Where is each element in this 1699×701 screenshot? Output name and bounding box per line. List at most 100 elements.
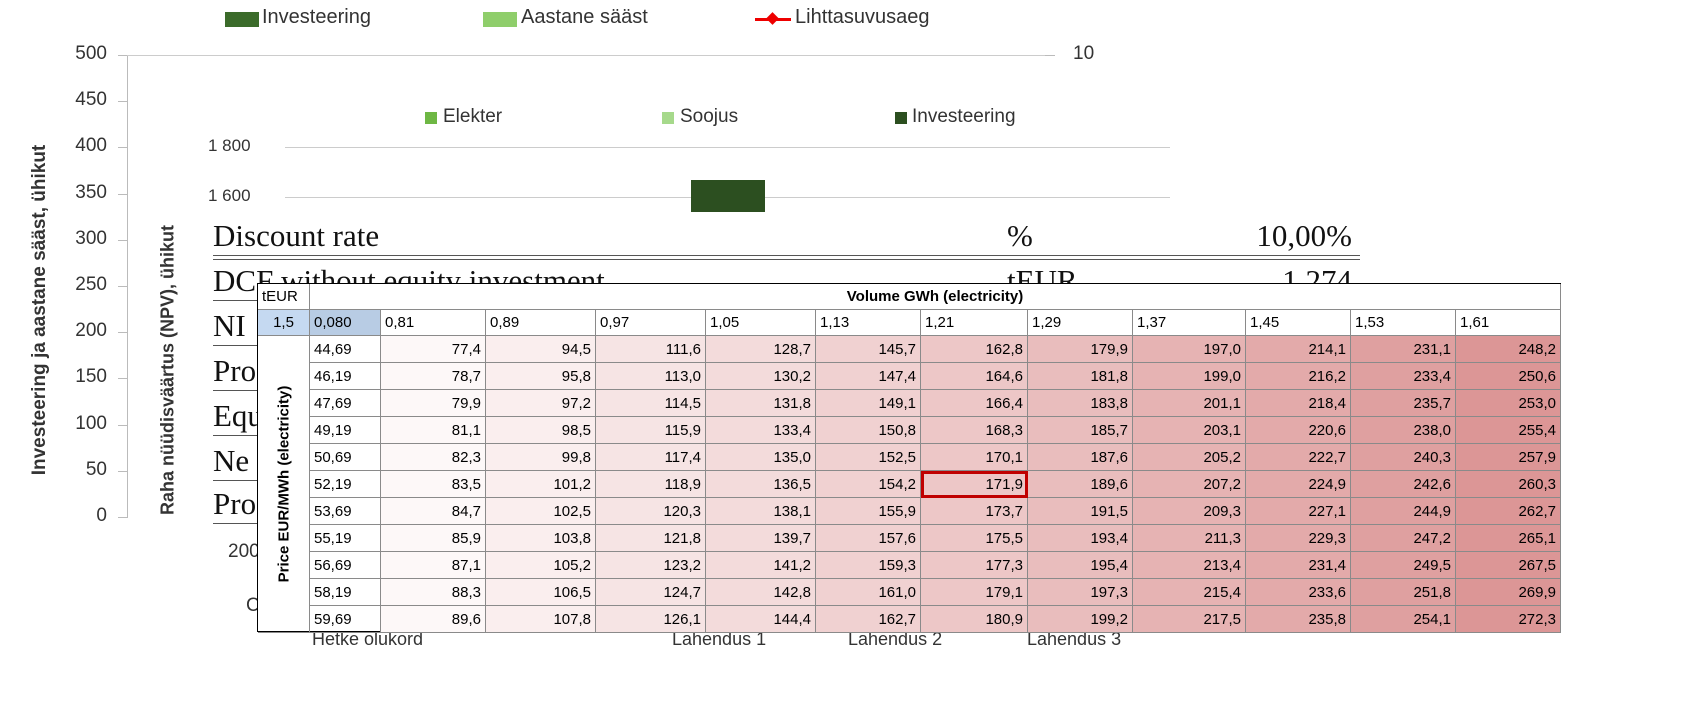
- value-cell: 233,4: [1351, 363, 1456, 390]
- y2-tick: [1045, 55, 1055, 56]
- value-cell: 255,4: [1456, 417, 1561, 444]
- value-cell: 179,1: [921, 579, 1028, 606]
- y-tick-label: 450: [75, 89, 107, 111]
- fragment: 200: [228, 541, 260, 562]
- underline: [213, 259, 1360, 260]
- value-cell: 115,9: [596, 417, 706, 444]
- grid-line: [285, 147, 1170, 148]
- value-cell: 177,3: [921, 552, 1028, 579]
- value-cell: 111,6: [596, 336, 706, 363]
- legend-marker: [766, 12, 779, 25]
- y-axis-label: Investeering ja aastane sääst, ühikut: [29, 144, 50, 476]
- value-cell: 130,2: [706, 363, 816, 390]
- x-tick-label: Lahendus 2: [848, 629, 943, 649]
- value-cell: 240,3: [1351, 444, 1456, 471]
- summary-label: Pro: [213, 486, 257, 521]
- value-cell: 94,5: [486, 336, 596, 363]
- y2-tick-label: 10: [1073, 43, 1095, 64]
- value-cell: 249,5: [1351, 552, 1456, 579]
- column-title: Volume GWh (electricity): [310, 284, 1561, 310]
- row-title-text: Price EUR/MWh (electricity): [275, 385, 292, 583]
- price: 47,69: [310, 390, 381, 417]
- legend-label: Investeering: [912, 106, 1016, 127]
- value-cell: 222,7: [1246, 444, 1351, 471]
- value-cell: 128,7: [706, 336, 816, 363]
- value-cell: 209,3: [1133, 498, 1246, 525]
- value-cell: 118,9: [596, 471, 706, 498]
- price: 44,69: [310, 336, 381, 363]
- value-cell: 123,2: [596, 552, 706, 579]
- value-cell: 244,9: [1351, 498, 1456, 525]
- value-cell: 235,7: [1351, 390, 1456, 417]
- value-cell: 217,5: [1133, 606, 1246, 633]
- column-header: 0,81: [381, 310, 486, 336]
- value-cell: 214,1: [1246, 336, 1351, 363]
- value-cell: 144,4: [706, 606, 816, 633]
- value-cell: 201,1: [1133, 390, 1246, 417]
- column-header: 1,05: [706, 310, 816, 336]
- value-cell: 103,8: [486, 525, 596, 552]
- value-cell: 126,1: [596, 606, 706, 633]
- value-cell: 267,5: [1456, 552, 1561, 579]
- tick-mark: [118, 332, 127, 334]
- value-cell: 269,9: [1456, 579, 1561, 606]
- x-tick-label: Lahendus 3: [1027, 629, 1122, 649]
- value-cell: 189,6: [1028, 471, 1133, 498]
- summary-value: 10,00%: [1256, 218, 1352, 253]
- price: 49,19: [310, 417, 381, 444]
- tick-mark: [118, 424, 127, 426]
- y-axis-label: Raha nüüdisväärtus (NPV), ühikut: [157, 224, 178, 516]
- value-cell: 77,4: [381, 336, 486, 363]
- value-cell: 147,4: [816, 363, 921, 390]
- price: 56,69: [310, 552, 381, 579]
- legend-swatch: [483, 12, 517, 27]
- legend-swatch: [895, 112, 907, 124]
- value-cell: 175,5: [921, 525, 1028, 552]
- price: 59,69: [310, 606, 381, 633]
- summary-unit: %: [1007, 218, 1033, 253]
- value-cell: 79,9: [381, 390, 486, 417]
- value-cell: 211,3: [1133, 525, 1246, 552]
- y-tick-label: 200: [75, 320, 107, 342]
- value-cell: 78,7: [381, 363, 486, 390]
- tick-mark: [118, 470, 127, 472]
- legend-swatch: [225, 12, 259, 27]
- value-cell: 142,8: [706, 579, 816, 606]
- value-cell: 248,2: [1456, 336, 1561, 363]
- value-cell: 113,0: [596, 363, 706, 390]
- value-cell: 213,4: [1133, 552, 1246, 579]
- value-cell: 272,3: [1456, 606, 1561, 633]
- value-cell: 229,3: [1246, 525, 1351, 552]
- underline: [213, 255, 1360, 256]
- value-cell: 171,9: [921, 471, 1028, 498]
- value-cell: 139,7: [706, 525, 816, 552]
- value-cell: 84,7: [381, 498, 486, 525]
- value-cell: 187,6: [1028, 444, 1133, 471]
- price: 58,19: [310, 579, 381, 606]
- value-cell: 85,9: [381, 525, 486, 552]
- value-cell: 247,2: [1351, 525, 1456, 552]
- column-header: 1,29: [1028, 310, 1133, 336]
- column-header: 1,21: [921, 310, 1028, 336]
- value-cell: 98,5: [486, 417, 596, 444]
- value-cell: 216,2: [1246, 363, 1351, 390]
- y-tick-label: 1 800: [208, 136, 251, 155]
- value-cell: 242,6: [1351, 471, 1456, 498]
- tick-mark: [118, 239, 127, 241]
- y-axis: [127, 55, 128, 518]
- value-cell: 220,6: [1246, 417, 1351, 444]
- corner: 0,080: [310, 310, 381, 336]
- value-cell: 135,0: [706, 444, 816, 471]
- y-tick-label: 350: [75, 181, 107, 203]
- value-cell: 161,0: [816, 579, 921, 606]
- legend-label: Soojus: [680, 106, 739, 127]
- tick-mark: [118, 517, 127, 518]
- value-cell: 121,8: [596, 525, 706, 552]
- value-cell: 231,1: [1351, 336, 1456, 363]
- value-cell: 191,5: [1028, 498, 1133, 525]
- value-cell: 262,7: [1456, 498, 1561, 525]
- value-cell: 166,4: [921, 390, 1028, 417]
- sensitivity-table: tEUR Volume GWh (electricity) 1,5 0,080 0,81…: [257, 283, 1561, 633]
- summary-label: Ne: [213, 443, 250, 478]
- value-cell: 88,3: [381, 579, 486, 606]
